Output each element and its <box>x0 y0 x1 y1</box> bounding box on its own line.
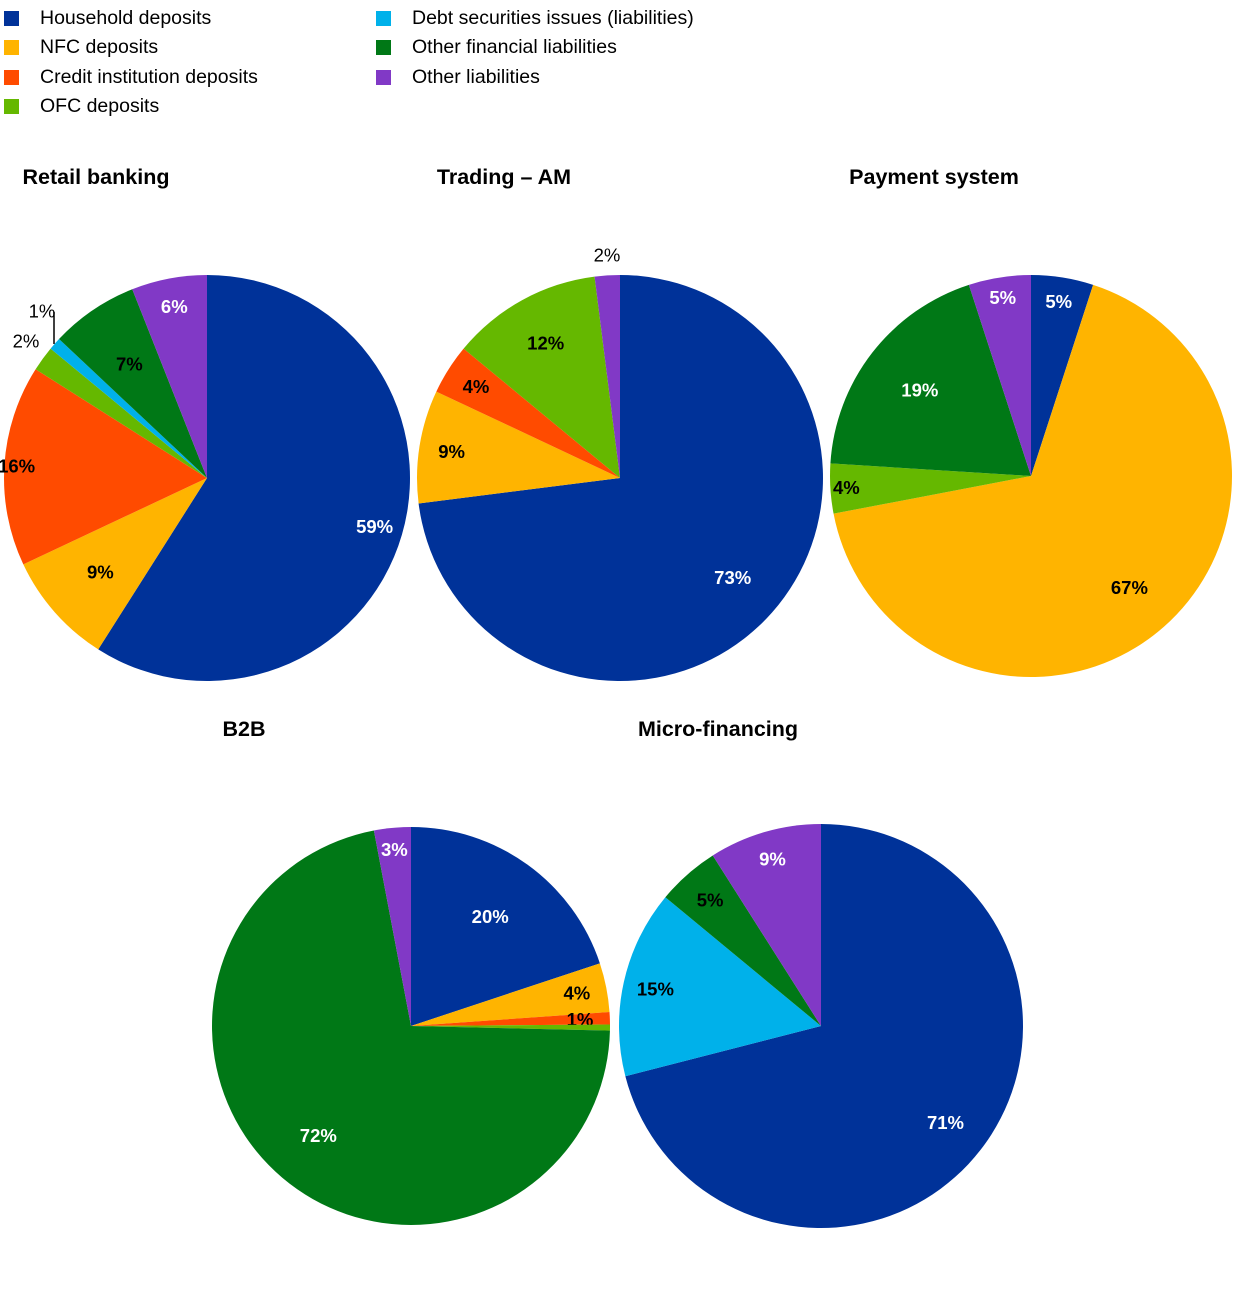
chart-title-trading-am: Trading – AM <box>436 165 572 189</box>
legend-label-other-fin: Other financial liabilities <box>412 36 617 58</box>
pie-slice-retail-banking-other-fin <box>59 289 207 478</box>
data-label-b2b-nfc: 4% <box>564 983 591 1004</box>
legend-swatch-other-fin <box>376 40 391 55</box>
pie-slice-trading-am-other-liab <box>594 275 620 478</box>
pie-slice-retail-banking-ofc <box>35 348 207 478</box>
data-label-retail-banking-credit: 16% <box>0 456 35 477</box>
data-label-trading-am-credit: 4% <box>463 376 490 397</box>
pie-chart-b2b: 20%4%1%72%3% <box>212 827 610 1225</box>
legend-swatch-debt <box>376 11 391 26</box>
pie-slice-retail-banking-debt <box>50 339 208 478</box>
pie-slice-payment-system-household <box>1031 275 1094 476</box>
pie-slice-micro-financing-debt <box>619 897 821 1077</box>
data-label-micro-financing-household: 71% <box>927 1112 964 1133</box>
data-label-micro-financing-other-liab: 9% <box>759 849 786 870</box>
pie-slice-retail-banking-credit <box>4 369 208 565</box>
pie-slice-b2b-household <box>411 827 600 1026</box>
legend-swatch-credit <box>4 70 19 85</box>
data-label-trading-am-nfc: 9% <box>438 441 465 462</box>
pie-slice-micro-financing-household <box>625 824 1024 1228</box>
data-label-trading-am-ofc: 12% <box>527 332 564 353</box>
data-label-micro-financing-debt: 15% <box>637 979 674 1000</box>
legend-label-household: Household deposits <box>40 7 212 29</box>
legend-label-debt: Debt securities issues (liabilities) <box>412 7 694 29</box>
legend-swatch-ofc <box>4 99 19 114</box>
pie-slice-b2b-credit <box>411 1012 610 1026</box>
pie-chart-trading-am: 73% 9% 4% 12% 2% <box>416 245 823 681</box>
legend-label-nfc: NFC deposits <box>40 36 159 58</box>
pie-slice-b2b-other-liab <box>373 827 411 1026</box>
chart-title-retail-banking: Retail banking <box>22 165 170 189</box>
data-label-payment-system-household: 5% <box>1045 291 1072 312</box>
pie-slice-b2b-other-fin <box>212 830 610 1225</box>
data-label-trading-am-other-liab: 2% <box>594 245 621 266</box>
data-label-payment-system-nfc: 67% <box>1111 577 1148 598</box>
data-label-b2b-other-fin: 72% <box>300 1125 337 1146</box>
pie-chart-payment-system: 5% 67% 4% 19% 5% <box>830 275 1233 678</box>
data-label-retail-banking-other-fin: 7% <box>116 353 143 374</box>
chart-title-micro-financing: Micro-financing <box>637 717 799 741</box>
data-label-b2b-household: 20% <box>472 906 509 927</box>
pie-slice-payment-system-ofc <box>830 463 1031 514</box>
pie-slice-trading-am-nfc <box>416 391 620 504</box>
data-label-retail-banking-other-liab: 6% <box>161 296 188 317</box>
pie-slice-trading-am-household <box>418 275 823 681</box>
pie-slice-payment-system-nfc <box>833 284 1233 678</box>
pie-slice-trading-am-credit <box>436 348 620 478</box>
pie-slice-retail-banking-other-liab <box>132 275 207 478</box>
data-label-payment-system-other-fin: 19% <box>901 379 938 400</box>
pie-slice-payment-system-other-fin <box>830 284 1031 476</box>
data-label-payment-system-ofc: 4% <box>833 477 860 498</box>
data-label-trading-am-household: 73% <box>714 567 751 588</box>
legend-label-credit: Credit institution deposits <box>40 66 258 88</box>
chart-title-payment-system: Payment system <box>849 165 1019 189</box>
chart-title-b2b: B2B <box>222 717 266 741</box>
pie-chart-micro-financing: 71% 15% 5% 9% <box>619 824 1024 1228</box>
legend-swatch-other-liab <box>376 70 391 85</box>
legend-label-ofc: OFC deposits <box>40 95 160 117</box>
data-label-retail-banking-household: 59% <box>356 516 393 537</box>
data-label-retail-banking-ofc: 2% <box>13 331 40 352</box>
pie-slice-trading-am-ofc <box>463 276 620 478</box>
pie-slice-micro-financing-other-fin <box>665 855 821 1026</box>
pie-slice-retail-banking-household <box>98 275 411 681</box>
pie-chart-retail-banking: 59% 9% 16% 2% 1% 7% 6% <box>0 275 411 681</box>
pie-slice-retail-banking-nfc <box>23 478 207 650</box>
legend-label-other-liab: Other liabilities <box>412 66 540 88</box>
pie-slice-micro-financing-other-liab <box>712 824 821 1026</box>
chart-legend: Household deposits NFC deposits Credit i… <box>0 0 900 125</box>
data-label-payment-system-other-liab: 5% <box>989 287 1016 308</box>
legend-swatch-household <box>4 11 19 26</box>
pie-slice-b2b-nfc <box>411 963 610 1026</box>
data-label-micro-financing-other-fin: 5% <box>697 890 724 911</box>
data-label-retail-banking-nfc: 9% <box>87 562 114 583</box>
pie-slice-b2b-ofc <box>411 1024 610 1031</box>
legend-swatch-nfc <box>4 40 19 55</box>
data-label-retail-banking-debt: 1% <box>29 301 56 322</box>
data-label-b2b-other-liab: 3% <box>381 839 408 860</box>
pie-slice-payment-system-other-liab <box>968 275 1031 476</box>
